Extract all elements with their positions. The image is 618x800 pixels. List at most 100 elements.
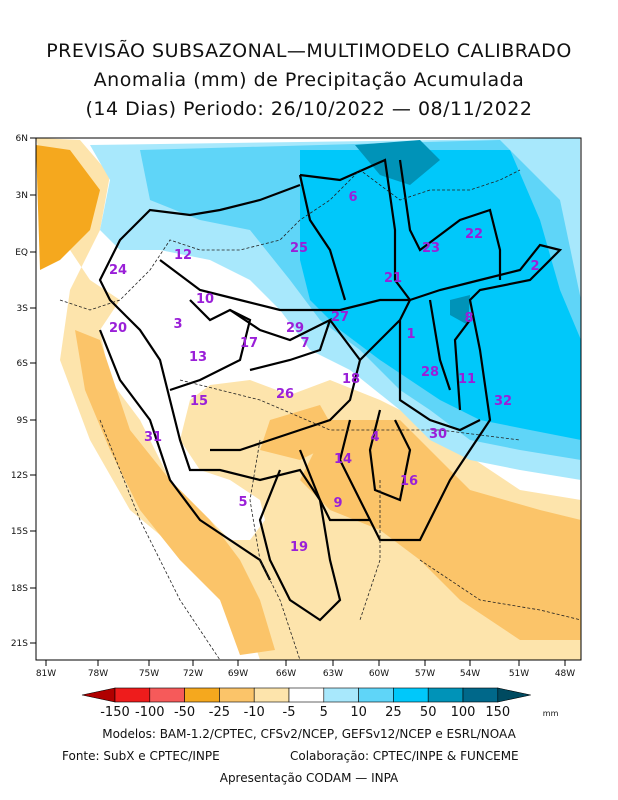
legend-arrow-low (81, 687, 116, 703)
basin-label-29: 29 (286, 321, 304, 336)
precipitation-anomaly-map: 6N 3N EQ 3S 6S 9S 12S 15S 18S 21S 81W 78W 75W 72W 69W 6… (11, 134, 582, 720)
title-line-1: PREVISÃO SUBSAZONAL—MULTIMODELO CALIBRAD… (46, 40, 572, 62)
legend-swatch (253, 687, 290, 703)
basin-label-22: 22 (465, 227, 483, 242)
basin-label-15: 15 (190, 394, 208, 409)
footer-source: Fonte: SubX e CPTEC/INPE (62, 749, 220, 763)
basin-label-7: 7 (300, 336, 309, 351)
lat-tick-label: 15S (11, 527, 28, 537)
basin-label-19: 19 (290, 540, 308, 555)
lat-tick-label: 6S (17, 359, 29, 369)
legend-unit: mm (543, 709, 559, 718)
wet-anomaly-teal (355, 140, 470, 325)
basin-label-14: 14 (334, 452, 352, 467)
legend-label: 5 (320, 705, 328, 720)
basin-label-2: 2 (530, 259, 539, 274)
axis-ticks: 6N 3N EQ 3S 6S 9S 12S 15S 18S 21S 81W 78W 75W 72W 69W 6… (11, 134, 575, 679)
basin-outlines (98, 158, 563, 622)
basin-label-30: 30 (429, 427, 447, 442)
lon-tick-label: 51W (509, 669, 529, 679)
lat-tick-label: 6N (16, 134, 28, 144)
title-line-2: Anomalia (mm) de Precipitação Acumulada (93, 69, 525, 91)
dry-anomaly-orange-center (260, 405, 340, 460)
legend-label: -10 (244, 705, 265, 720)
legend-swatch (462, 687, 499, 703)
basin-label-12: 12 (174, 248, 192, 263)
basin-label-21: 21 (384, 271, 402, 286)
dry-anomaly-orange-west (36, 145, 100, 270)
legend-swatch (358, 687, 394, 703)
lat-tick-label: 21S (11, 639, 28, 649)
legend-swatch (393, 687, 429, 703)
footer-presentation: Apresentação CODAM — INPA (219, 771, 399, 785)
basin-label-13: 13 (189, 350, 207, 365)
lon-tick-label: 48W (555, 669, 575, 679)
map-frame (35, 137, 582, 661)
title-line-3: (14 Dias) Periodo: 26/10/2022 — 08/11/20… (85, 98, 533, 120)
dry-anomaly-orange-south (300, 420, 581, 640)
basin-label-32: 32 (494, 394, 512, 409)
basin-label-5: 5 (238, 495, 247, 510)
lon-tick-label: 60W (369, 669, 389, 679)
basin-label-16: 16 (400, 474, 418, 489)
basin-label-10: 10 (196, 292, 214, 307)
footer-collaboration: Colaboração: CPTEC/INPE & FUNCEME (290, 749, 519, 763)
legend-label: 100 (451, 705, 476, 720)
legend-swatch (184, 687, 220, 703)
color-legend: -150 -100 -50 -25 -10 -5 5 10 25 50 100 150 mm (81, 687, 559, 720)
basin-label-26: 26 (276, 387, 294, 402)
legend-swatch (323, 687, 359, 703)
basin-label-18: 18 (342, 372, 360, 387)
lon-tick-label: 69W (228, 669, 248, 679)
lon-tick-label: 57W (415, 669, 435, 679)
lon-tick-label: 81W (36, 669, 56, 679)
lon-tick-label: 66W (276, 669, 296, 679)
lat-tick-label: EQ (15, 248, 28, 258)
legend-swatch (149, 687, 185, 703)
political-borders (59, 169, 581, 660)
lat-tick-label: 12S (11, 471, 28, 481)
legend-label: 25 (385, 705, 402, 720)
lat-tick-label: 9S (17, 416, 29, 426)
basin-label-6: 6 (348, 190, 357, 205)
basin-label-1: 1 (406, 327, 415, 342)
legend-label: 50 (420, 705, 437, 720)
dry-anomaly-orange-andes (75, 330, 275, 655)
basin-label-20: 20 (109, 321, 127, 336)
lat-tick-label: 3N (16, 191, 28, 201)
legend-arrow-high (497, 687, 531, 703)
basin-label-9: 9 (333, 496, 342, 511)
basin-label-28: 28 (421, 365, 439, 380)
basin-label-11: 11 (458, 372, 476, 387)
lon-tick-label: 75W (139, 669, 159, 679)
lon-tick-label: 78W (88, 669, 108, 679)
lat-tick-label: 18S (11, 584, 28, 594)
legend-label: -150 (100, 705, 130, 720)
legend-label: -100 (135, 705, 165, 720)
basin-label-8: 8 (464, 311, 473, 326)
lon-tick-label: 54W (460, 669, 480, 679)
lon-tick-label: 72W (183, 669, 203, 679)
legend-swatch (288, 687, 325, 703)
lon-tick-label: 63W (323, 669, 343, 679)
basin-label-31: 31 (144, 430, 162, 445)
legend-swatch (427, 687, 464, 703)
wet-anomaly-cyan (300, 150, 581, 440)
legend-label: 10 (350, 705, 367, 720)
legend-label: -50 (174, 705, 195, 720)
basin-label-4: 4 (370, 430, 379, 445)
basin-label-23: 23 (422, 241, 440, 256)
basin-label-17: 17 (240, 336, 258, 351)
basin-labels: 6 25 12 24 23 22 21 2 10 20 3 27 8 29 17 7 1 13 28 11 18 26 15… (109, 190, 540, 555)
basin-label-27: 27 (331, 310, 349, 325)
legend-label: -5 (283, 705, 296, 720)
lat-tick-label: 3S (17, 304, 29, 314)
legend-label: 150 (485, 705, 510, 720)
legend-label: -25 (209, 705, 230, 720)
legend-swatch (114, 687, 151, 703)
footer-models: Modelos: BAM-1.2/CPTEC, CFSv2/NCEP, GEFS… (102, 727, 516, 741)
basin-label-24: 24 (109, 263, 127, 278)
legend-swatch (219, 687, 255, 703)
basin-label-3: 3 (173, 317, 182, 332)
basin-label-25: 25 (290, 241, 308, 256)
